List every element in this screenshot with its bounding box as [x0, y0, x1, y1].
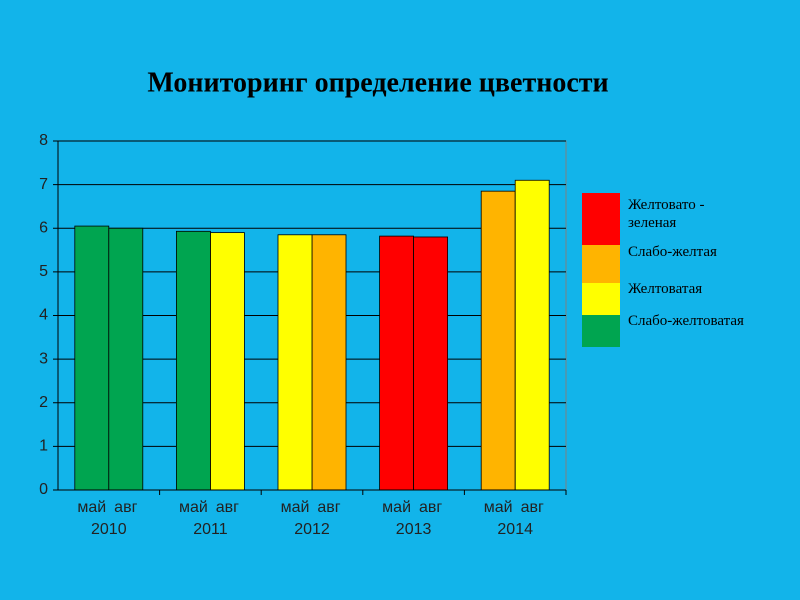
legend-swatch	[582, 245, 620, 283]
group-label: 2013	[396, 521, 432, 538]
x-tick-label: май	[281, 499, 310, 516]
legend-swatch	[582, 193, 620, 245]
y-tick-label: 7	[39, 176, 48, 193]
y-tick-label: 0	[39, 481, 48, 498]
y-tick-label: 5	[39, 263, 48, 280]
x-tick-label: авг	[419, 499, 442, 516]
bar	[175, 230, 211, 491]
y-tick-label: 1	[39, 438, 48, 455]
x-tick-label: май	[382, 499, 411, 516]
legend-label: Желтоватая	[628, 281, 703, 297]
y-tick-label: 6	[39, 219, 48, 236]
bar	[277, 234, 313, 491]
x-tick-label: май	[484, 499, 513, 516]
y-tick-label: 4	[39, 307, 48, 324]
chart-title: Мониторинг определение цветности	[147, 67, 608, 98]
x-tick-label: май	[179, 499, 208, 516]
legend-swatch	[582, 283, 620, 315]
group-label: 2010	[91, 521, 127, 538]
bar	[480, 190, 516, 491]
legend-label: Желтовато - зеленая	[628, 197, 705, 231]
bar	[514, 179, 550, 491]
bar	[311, 234, 347, 491]
legend-label: Слабо-желтая	[628, 244, 717, 260]
group-label: 2014	[497, 521, 533, 538]
x-tick-label: авг	[114, 499, 137, 516]
x-tick-label: авг	[521, 499, 544, 516]
x-tick-label: авг	[216, 499, 239, 516]
legend-swatch	[582, 315, 620, 347]
legend-label: Слабо-желтоватая	[628, 313, 744, 329]
y-tick-label: 2	[39, 394, 48, 411]
y-tick-label: 3	[39, 350, 48, 367]
x-tick-label: май	[77, 499, 106, 516]
bar	[209, 232, 245, 491]
group-label: 2011	[193, 521, 228, 538]
y-tick-label: 8	[39, 132, 48, 149]
bar	[413, 236, 449, 491]
bar	[108, 227, 144, 491]
x-tick-label: авг	[317, 499, 340, 516]
group-label: 2012	[294, 521, 330, 538]
bar	[379, 235, 415, 491]
bar	[74, 225, 110, 491]
